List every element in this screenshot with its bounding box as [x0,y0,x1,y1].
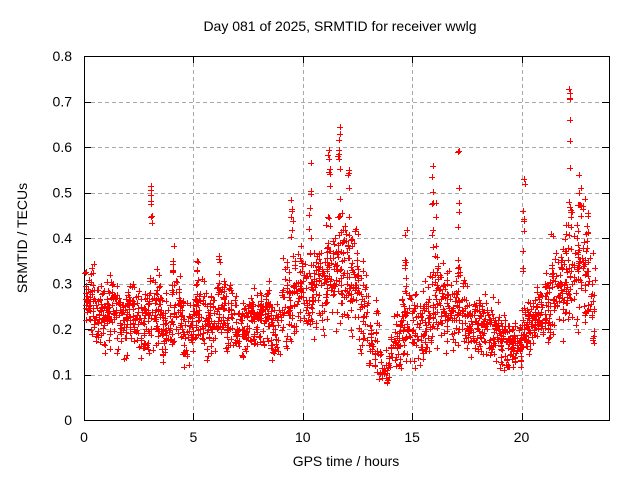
x-tick-label: 15 [404,429,420,445]
scatter-markers [82,86,598,386]
y-axis-label: SRMTID / TECUs [14,183,30,293]
y-tick-label: 0.7 [53,94,73,110]
tick-labels: 0 5 10 15 20 0 0.1 0.2 0.3 0.4 0.5 0.6 0.7 0.8 [53,48,530,445]
x-axis-label: GPS time / hours [293,453,400,469]
y-tick-label: 0.5 [53,185,73,201]
chart-title: Day 081 of 2025, SRMTID for receiver wwl… [203,18,476,34]
y-tick-label: 0.6 [53,139,73,155]
y-tick-label: 0.8 [53,48,73,64]
y-tick-label: 0.4 [53,230,73,246]
axis-ticks [84,56,609,421]
y-tick-label: 0.3 [53,276,73,292]
y-tick-label: 0 [64,412,72,428]
y-tick-label: 0.1 [53,367,73,383]
x-tick-label: 10 [295,429,311,445]
plot-border-and-ticks [84,56,610,421]
data-points [82,86,598,386]
x-tick-label: 5 [189,429,197,445]
x-tick-label: 0 [80,429,88,445]
x-tick-label: 20 [514,429,530,445]
y-tick-label: 0.2 [53,321,73,337]
